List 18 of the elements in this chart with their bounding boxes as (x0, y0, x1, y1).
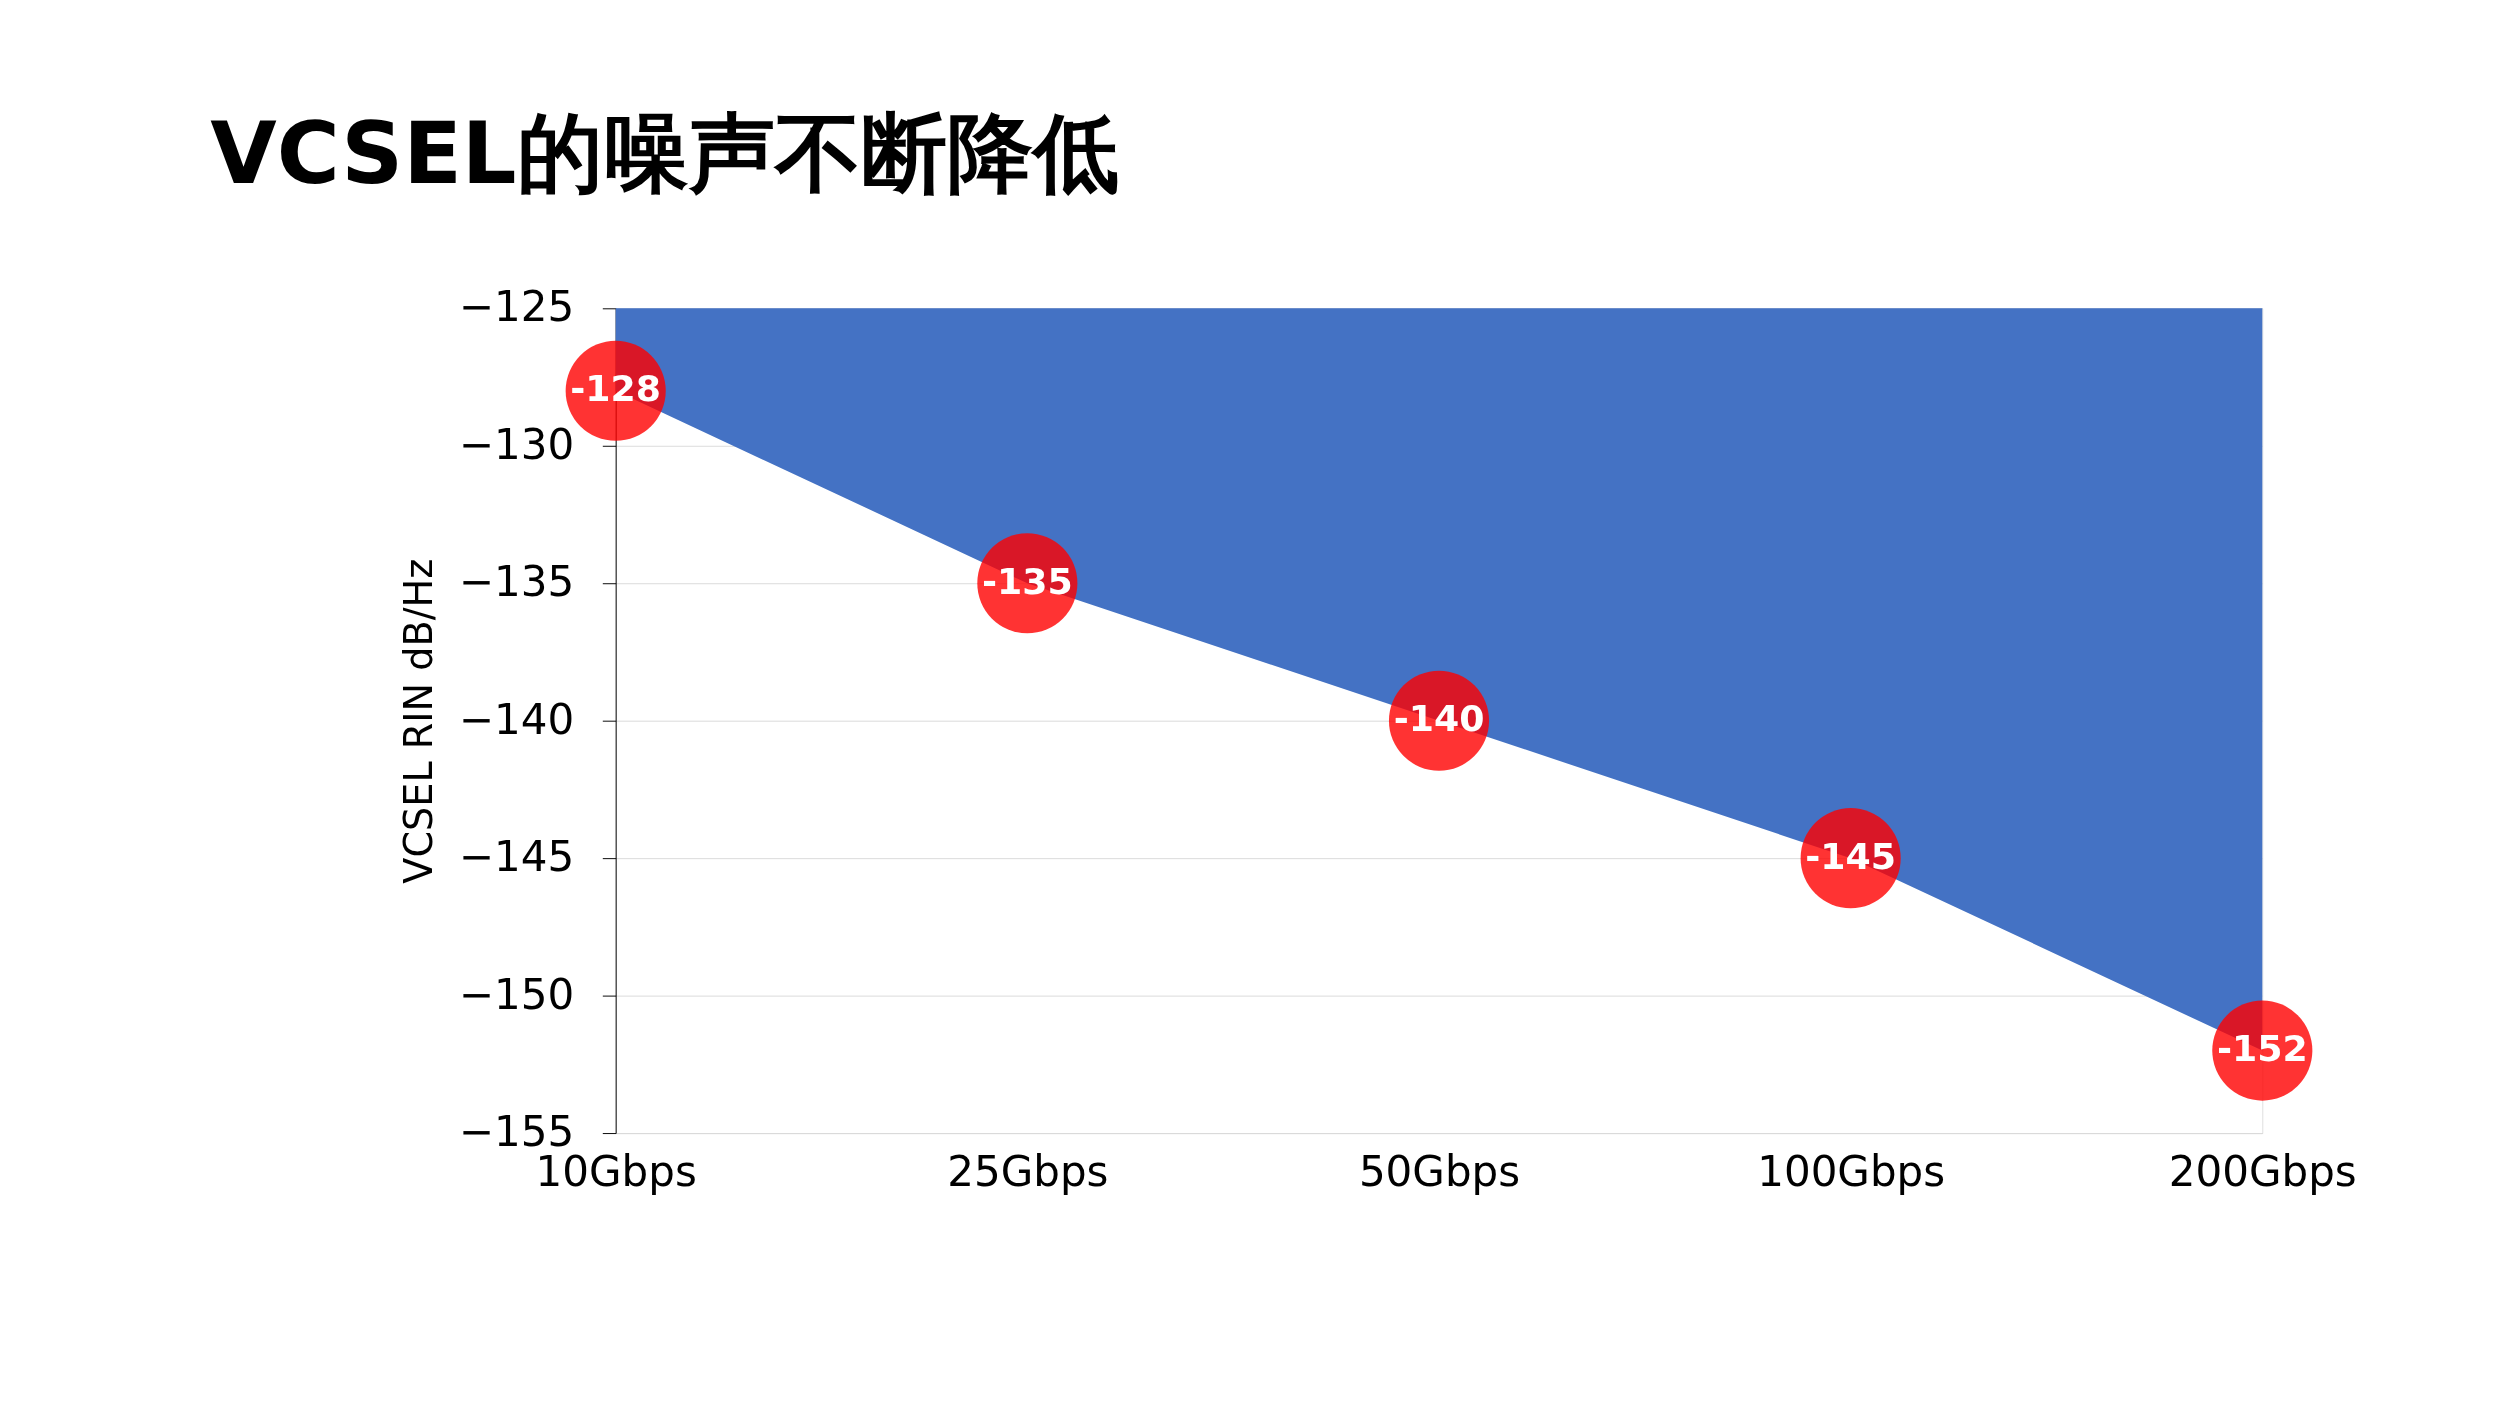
x-tick-label: 50Gbps (1358, 1147, 1521, 1197)
data-label: -135 (981, 559, 1073, 603)
chart-title: VCSEL的噪声不断降低 (210, 103, 1119, 204)
y-tick-label: −150 (458, 969, 575, 1019)
y-tick-label: −140 (458, 694, 575, 744)
data-label: -128 (570, 367, 662, 411)
data-label: -140 (1393, 697, 1485, 741)
x-tick-label: 25Gbps (947, 1147, 1109, 1197)
y-tick-label: −135 (458, 557, 575, 607)
x-tick-label: 10Gbps (535, 1147, 697, 1197)
y-tick-label: −125 (458, 282, 575, 332)
x-tick-label: 200Gbps (2168, 1147, 2357, 1197)
data-label: -145 (1805, 834, 1897, 878)
y-axis-title: VCSEL RIN dB/Hz (397, 558, 442, 884)
y-tick-label: −145 (458, 832, 575, 882)
y-tick-label: −130 (458, 419, 575, 469)
x-tick-label: 100Gbps (1757, 1147, 1946, 1197)
data-label: -152 (2216, 1027, 2308, 1071)
